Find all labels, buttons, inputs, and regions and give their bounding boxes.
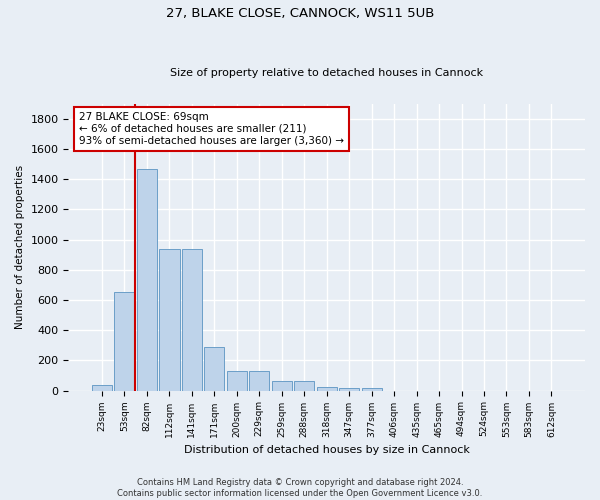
Bar [317, 387, 337, 390]
Text: Contains HM Land Registry data © Crown copyright and database right 2024.
Contai: Contains HM Land Registry data © Crown c… [118, 478, 482, 498]
Bar [249, 371, 269, 390]
Text: 27, BLAKE CLOSE, CANNOCK, WS11 5UB: 27, BLAKE CLOSE, CANNOCK, WS11 5UB [166, 8, 434, 20]
Bar [115, 292, 134, 390]
Bar [137, 168, 157, 390]
Bar [204, 347, 224, 391]
Y-axis label: Number of detached properties: Number of detached properties [15, 165, 25, 329]
Bar [294, 381, 314, 390]
Bar [92, 384, 112, 390]
Bar [159, 250, 179, 390]
Title: Size of property relative to detached houses in Cannock: Size of property relative to detached ho… [170, 68, 483, 78]
Text: 27 BLAKE CLOSE: 69sqm
← 6% of detached houses are smaller (211)
93% of semi-deta: 27 BLAKE CLOSE: 69sqm ← 6% of detached h… [79, 112, 344, 146]
Bar [362, 388, 382, 390]
Bar [272, 381, 292, 390]
Bar [182, 250, 202, 390]
X-axis label: Distribution of detached houses by size in Cannock: Distribution of detached houses by size … [184, 445, 470, 455]
Bar [339, 388, 359, 390]
Bar [227, 371, 247, 390]
